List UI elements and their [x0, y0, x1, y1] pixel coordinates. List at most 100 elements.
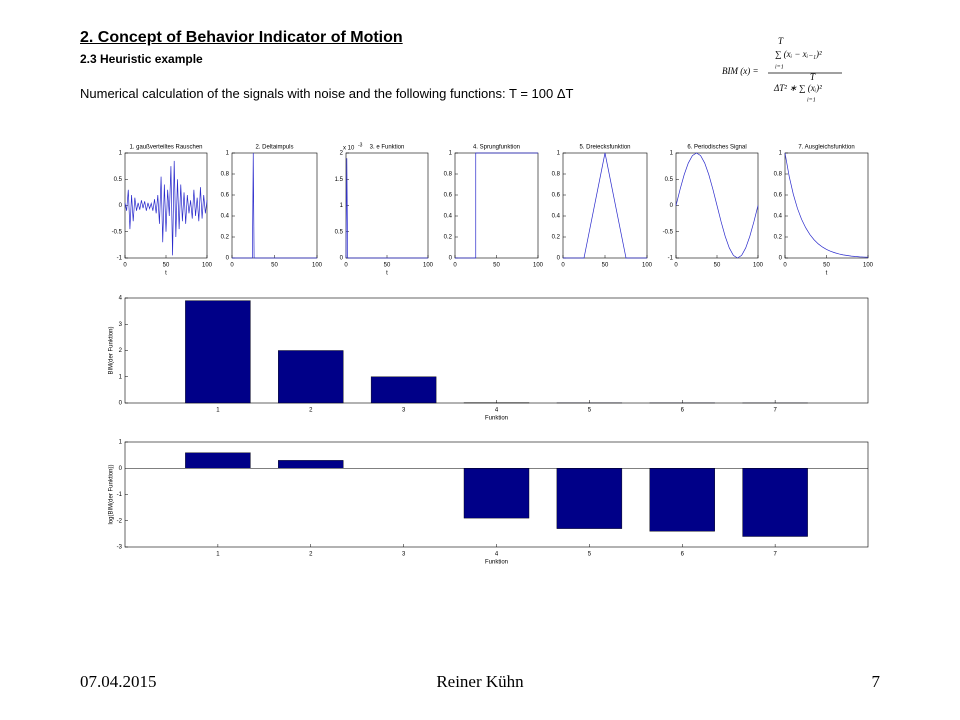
- y-tick-label: 0: [119, 203, 123, 209]
- y-tick-label: 1: [119, 440, 123, 446]
- bar: [185, 452, 251, 469]
- chart-title: 1. gaußverteiltes Rauschen: [129, 145, 202, 151]
- signal-line: [124, 160, 208, 256]
- x-tick-label: 2: [309, 408, 313, 414]
- x-tick-label: 50: [823, 263, 830, 269]
- signal-line: [675, 152, 759, 259]
- x-tick-label: 50: [163, 263, 170, 269]
- x-tick-label: 100: [533, 263, 544, 269]
- y-tick-label: 0.6: [552, 193, 561, 199]
- signal-line: [455, 152, 538, 259]
- axes-box: [562, 152, 648, 259]
- y-tick-label: -0.5: [112, 229, 123, 235]
- chart-title: 7. Ausgleichsfunktion: [798, 145, 854, 151]
- x-tick-label: 4: [495, 552, 499, 558]
- bar: [370, 376, 437, 404]
- x-tick-label: 0: [783, 263, 787, 269]
- slide-title: 2. Concept of Behavior Indicator of Moti…: [80, 29, 403, 46]
- y-tick-label: 1: [119, 374, 123, 380]
- x-tick-label: 5: [588, 552, 592, 558]
- y-tick-label: 0.2: [552, 235, 561, 241]
- formula-lhs: BIM (x) =: [722, 66, 759, 76]
- x-tick-label: 5: [588, 408, 592, 414]
- y-tick-label: 0.2: [774, 235, 783, 241]
- chart-title: 6. Periodisches Signal: [687, 145, 746, 151]
- y-tick-label: 0.4: [774, 214, 783, 220]
- y-exponent: -3: [358, 142, 363, 148]
- y-tick-label: -1: [668, 256, 674, 262]
- signal-line: [563, 152, 647, 259]
- subtitle: 2.3 Heuristic example: [80, 52, 203, 66]
- bar: [278, 350, 344, 404]
- bar: [556, 468, 623, 529]
- y-tick-label: 0.5: [114, 177, 123, 183]
- y-tick-label: -1: [117, 492, 123, 498]
- bar: [278, 460, 344, 469]
- y-tick-label: 0.6: [221, 193, 230, 199]
- x-tick-label: 50: [271, 263, 278, 269]
- y-multiplier: x 10: [343, 146, 355, 152]
- x-tick-label: 2: [309, 552, 313, 558]
- x-tick-label: 0: [344, 263, 348, 269]
- x-axis-label: Funktion: [485, 416, 508, 422]
- x-tick-label: 1: [216, 408, 220, 414]
- formula-numerator: ∑ (xᵢ − xᵢ₋₁)²: [775, 49, 822, 59]
- y-tick-label: 0.5: [665, 177, 674, 183]
- y-tick-label: 1: [779, 151, 783, 157]
- axes-box: [231, 152, 318, 259]
- x-tick-label: 0: [561, 263, 565, 269]
- chart-title: 3. e Funktion: [370, 145, 405, 151]
- y-tick-label: 0: [340, 256, 344, 262]
- formula-upper-limit: T: [810, 72, 816, 82]
- bar: [463, 468, 530, 519]
- y-tick-label: 0: [226, 256, 230, 262]
- y-tick-label: 1.5: [335, 177, 344, 183]
- y-tick-label: 0: [670, 203, 674, 209]
- x-tick-label: 1: [216, 552, 220, 558]
- y-tick-label: -3: [117, 545, 123, 551]
- y-tick-label: 1: [119, 151, 123, 157]
- formula-denominator: ΔT² ∗ ∑ (xᵢ)²: [773, 83, 822, 93]
- signal-line: [784, 152, 869, 258]
- x-tick-label: 4: [495, 408, 499, 414]
- y-tick-label: 1: [670, 151, 674, 157]
- y-tick-label: 4: [119, 296, 123, 302]
- formula-lower-limit: i=1: [807, 97, 816, 103]
- y-axis-label: log(BIM(der Funktion)): [109, 464, 115, 524]
- x-tick-label: 50: [384, 263, 391, 269]
- chart-title: 5. Dreiecksfunktion: [579, 145, 630, 151]
- x-tick-label: 6: [681, 552, 685, 558]
- y-axis-label: BIM(der Funktion): [109, 326, 115, 374]
- x-tick-label: 100: [753, 263, 764, 269]
- signal-line: [345, 158, 428, 259]
- x-axis-label: t: [386, 271, 388, 277]
- x-tick-label: 7: [773, 552, 777, 558]
- x-tick-label: 100: [202, 263, 213, 269]
- y-tick-label: 0: [449, 256, 453, 262]
- y-tick-label: 0: [557, 256, 561, 262]
- axes-box: [784, 152, 869, 259]
- chart-title: 2. Deltaimpuls: [255, 145, 293, 151]
- y-tick-label: 0.4: [552, 214, 561, 220]
- y-tick-label: 2: [340, 151, 344, 157]
- y-tick-label: 1: [557, 151, 561, 157]
- y-tick-label: 1: [226, 151, 230, 157]
- y-tick-label: 0.8: [444, 172, 453, 178]
- x-axis-label: t: [826, 271, 828, 277]
- y-tick-label: -2: [117, 518, 123, 524]
- y-tick-label: 1: [449, 151, 453, 157]
- x-tick-label: 3: [402, 552, 406, 558]
- x-tick-label: 50: [714, 263, 721, 269]
- formula-lower-limit: i=1: [775, 64, 784, 70]
- x-tick-label: 100: [423, 263, 434, 269]
- y-tick-label: 0: [119, 466, 123, 472]
- y-tick-label: 0.8: [221, 172, 230, 178]
- axes-box: [345, 152, 429, 259]
- axes-box: [454, 152, 539, 259]
- footer-date: 07.04.2015: [80, 672, 157, 691]
- x-tick-label: 50: [602, 263, 609, 269]
- x-tick-label: 0: [453, 263, 457, 269]
- bar: [649, 468, 715, 532]
- x-tick-label: 6: [681, 408, 685, 414]
- y-tick-label: 2: [119, 348, 123, 354]
